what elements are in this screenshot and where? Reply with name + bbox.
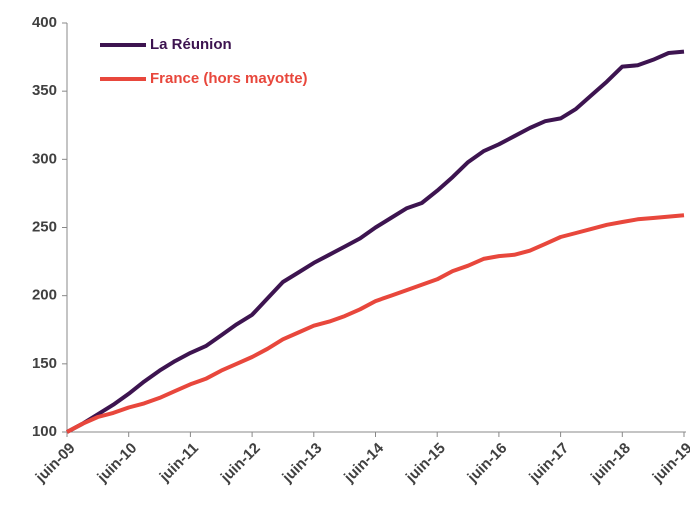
x-tick-label: juin-17: [525, 440, 572, 487]
x-tick-label: juin-15: [402, 440, 449, 487]
x-tick-label: juin-10: [93, 440, 140, 487]
x-tick-label: juin-11: [156, 440, 202, 486]
y-tick-label: 400: [32, 14, 57, 31]
series-line: [66, 49, 685, 434]
x-tick-label: juin-16: [464, 440, 511, 487]
y-tick-label: 350: [32, 82, 57, 99]
y-tick-label: 300: [32, 150, 57, 167]
x-tick-label: juin-09: [32, 440, 79, 487]
legend-label: France (hors mayotte): [150, 70, 308, 87]
x-tick-label: juin-12: [217, 440, 264, 487]
x-tick-label: juin-19: [649, 440, 690, 487]
x-tick-label: juin-14: [340, 439, 387, 486]
y-tick-label: 200: [32, 287, 57, 304]
x-tick-label: juin-13: [279, 440, 326, 487]
x-tick-label: juin-18: [587, 440, 634, 487]
y-tick-label: 150: [32, 355, 57, 372]
y-tick-label: 100: [32, 423, 57, 440]
series-line: [66, 213, 685, 434]
y-tick-label: 250: [32, 218, 57, 235]
legend-label: La Réunion: [150, 36, 232, 53]
